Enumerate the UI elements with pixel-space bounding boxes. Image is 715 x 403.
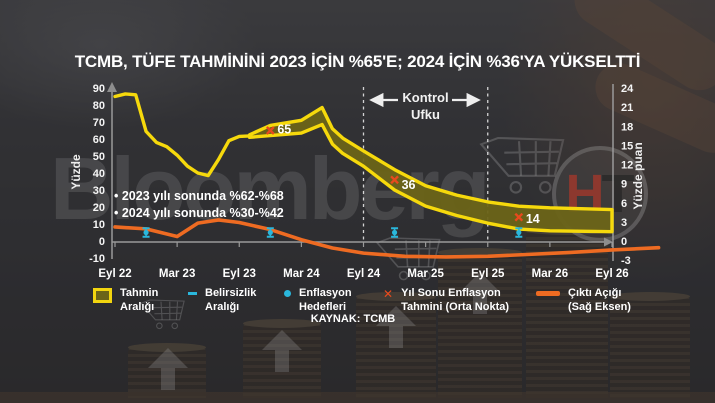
- svg-text:9: 9: [621, 179, 627, 191]
- forecast-band: [247, 105, 614, 234]
- svg-text:12: 12: [621, 160, 633, 172]
- svg-text:70: 70: [93, 117, 105, 129]
- legend: Tahmin Aralığı Belirsizlik Aralığı Enflasy…: [0, 286, 715, 326]
- svg-text:-10: -10: [89, 253, 105, 265]
- svg-text:Eyl 26: Eyl 26: [595, 268, 628, 280]
- shopping-cart-icon: [375, 237, 441, 281]
- forecast-band-swatch: [93, 288, 112, 303]
- svg-text:6: 6: [621, 198, 627, 210]
- svg-text:40: 40: [93, 168, 105, 180]
- chart-title: TCMB, TÜFE TAHMİNİNİ 2023 İÇİN %65'E; 20…: [74, 52, 641, 71]
- shopping-cart-icon: [140, 299, 185, 330]
- output-gap-line: [113, 218, 661, 259]
- svg-text:10: 10: [93, 219, 105, 231]
- svg-text:65: 65: [277, 123, 291, 137]
- svg-text:18: 18: [621, 121, 633, 133]
- coin-stack: [438, 248, 522, 398]
- legend-item-tahmin-araligi: Tahmin Aralığı: [93, 286, 158, 314]
- svg-text:14: 14: [526, 212, 540, 226]
- forecast-note: • 2023 yılı sonunda %62-%68 • 2024 yılı …: [114, 188, 284, 222]
- coin-stack: [356, 292, 436, 398]
- svg-text:36: 36: [402, 178, 416, 192]
- ht-logo-watermark: H T: [552, 146, 648, 242]
- svg-text:80: 80: [93, 100, 105, 112]
- axes: Eyl 22 Mar 23 Eyl 23 Mar 24 Eyl 24 Mar 25 Eyl …: [69, 82, 645, 280]
- output-gap-line-swatch: [536, 291, 560, 296]
- up-arrow-decor: [148, 348, 188, 390]
- target-dot-swatch: [284, 290, 291, 297]
- svg-text:Mar 23: Mar 23: [159, 268, 195, 280]
- svg-text:0: 0: [99, 236, 105, 248]
- table-highlight: [0, 0, 260, 130]
- up-arrow-decor: [262, 330, 302, 372]
- uncertainty-dash-swatch: [188, 292, 197, 295]
- coin-stack: [243, 319, 321, 398]
- actual-inflation-line: [113, 92, 252, 178]
- svg-text:60: 60: [93, 134, 105, 146]
- up-arrow-decor: [460, 272, 500, 314]
- svg-text:21: 21: [621, 102, 633, 114]
- svg-text:50: 50: [93, 151, 105, 163]
- coin-stack: [610, 292, 690, 398]
- legend-item-belirsizlik-araligi: Belirsizlik Aralığı: [188, 286, 256, 314]
- svg-text:Mar 26: Mar 26: [532, 268, 568, 280]
- up-arrow-decor: [376, 306, 416, 348]
- legend-item-enflasyon-hedefleri: Enflasyon Hedefleri: [284, 286, 352, 314]
- coin-stack: [128, 343, 206, 398]
- svg-text:Eyl 22: Eyl 22: [98, 268, 131, 280]
- table-surface: [0, 392, 715, 403]
- svg-text:Eyl 23: Eyl 23: [223, 268, 256, 280]
- svg-text:20: 20: [93, 202, 105, 214]
- svg-text:Eyl 25: Eyl 25: [471, 268, 505, 280]
- svg-text:90: 90: [93, 83, 105, 95]
- inflation-target-markers: [142, 227, 523, 238]
- svg-text:Yüzde puan: Yüzde puan: [631, 142, 645, 209]
- legend-item-yil-sonu-tahmini: ✕ Yıl Sonu Enflasyon Tahmini (Orta Nokta): [383, 287, 510, 313]
- svg-text:15: 15: [621, 140, 633, 152]
- svg-text:Mar 25: Mar 25: [407, 268, 444, 280]
- coin-stack: [526, 226, 608, 398]
- svg-text:3: 3: [621, 217, 627, 229]
- forecast-note-2024: • 2024 yılı sonunda %30-%42: [114, 206, 284, 220]
- forecast-note-2023: • 2023 yılı sonunda %62-%68: [114, 189, 284, 203]
- year-end-forecast-markers: 65 36 14: [265, 123, 540, 226]
- legend-item-cikti-acigi: Çıktı Açığı (Sağ Eksen): [536, 286, 631, 314]
- red-x-swatch: ✕: [383, 287, 394, 301]
- svg-text:30: 30: [93, 185, 105, 197]
- svg-text:24: 24: [621, 83, 634, 95]
- svg-text:Mar 24: Mar 24: [283, 268, 320, 280]
- svg-text:-3: -3: [621, 255, 631, 267]
- control-horizon-label: Kontrol Ufku: [402, 90, 449, 122]
- svg-text:Yüzde: Yüzde: [69, 154, 83, 190]
- svg-text:Eyl 24: Eyl 24: [347, 268, 381, 280]
- source-label: KAYNAK: TCMB: [310, 313, 396, 325]
- svg-text:0: 0: [621, 236, 627, 248]
